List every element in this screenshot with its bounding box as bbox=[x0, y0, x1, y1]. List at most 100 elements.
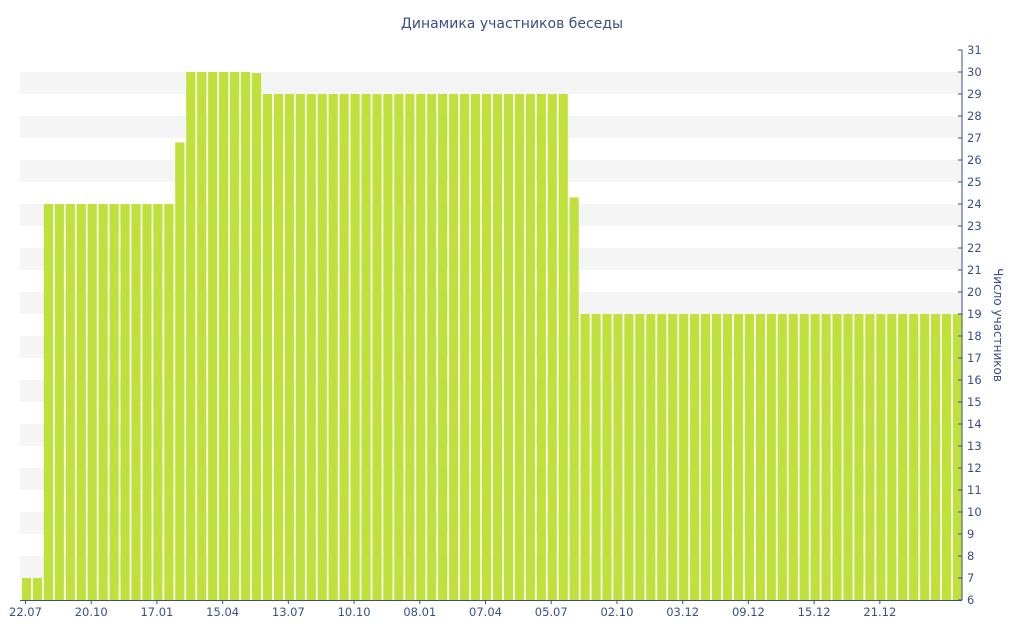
x-tick-label: 21.12 bbox=[863, 605, 896, 619]
chart-title: Динамика участников беседы bbox=[401, 16, 623, 32]
y-tick-label: 30 bbox=[967, 65, 982, 79]
x-tick-label: 17.01 bbox=[140, 605, 173, 619]
y-axis-label: Число участников bbox=[991, 268, 1005, 382]
bar bbox=[657, 314, 667, 600]
x-axis: 22.07 20.10 17.01 15.04 13.07 10.10 08.01 07.04… bbox=[9, 600, 962, 619]
y-tick-label: 18 bbox=[967, 329, 982, 343]
bar bbox=[21, 578, 32, 600]
bar bbox=[536, 94, 546, 600]
x-tick-label: 09.12 bbox=[732, 605, 765, 619]
bar bbox=[591, 314, 601, 600]
bar bbox=[580, 314, 590, 600]
bar bbox=[142, 204, 152, 600]
bar bbox=[492, 94, 503, 600]
bar bbox=[306, 94, 316, 600]
x-tick-label: 03.12 bbox=[666, 605, 699, 619]
y-tick-label: 29 bbox=[967, 87, 982, 101]
bar bbox=[810, 314, 820, 600]
bar bbox=[131, 204, 141, 600]
bar bbox=[43, 204, 53, 600]
bar bbox=[284, 94, 294, 600]
y-tick-label: 15 bbox=[967, 395, 982, 409]
bar bbox=[668, 314, 678, 600]
bar bbox=[931, 314, 941, 600]
y-tick-label: 14 bbox=[967, 417, 982, 431]
y-tick-label: 20 bbox=[967, 285, 982, 299]
bar bbox=[920, 314, 930, 600]
bar bbox=[624, 314, 634, 600]
y-tick-label: 8 bbox=[967, 549, 974, 563]
x-tick-label: 07.04 bbox=[469, 605, 502, 619]
bar bbox=[164, 204, 174, 600]
y-tick-label: 28 bbox=[967, 109, 982, 123]
y-tick-label: 16 bbox=[967, 373, 982, 387]
bar bbox=[876, 314, 886, 600]
bar bbox=[952, 314, 963, 600]
bar bbox=[372, 94, 382, 600]
grid-band bbox=[20, 72, 962, 94]
bar bbox=[832, 314, 842, 600]
bar bbox=[679, 314, 689, 600]
y-tick-label: 17 bbox=[967, 351, 982, 365]
y-tick-label: 25 bbox=[967, 175, 982, 189]
bar bbox=[646, 314, 656, 600]
y-tick-label: 19 bbox=[967, 307, 982, 321]
y-tick-label: 10 bbox=[967, 505, 982, 519]
bar bbox=[613, 314, 623, 600]
bar bbox=[569, 197, 579, 600]
bar bbox=[328, 94, 338, 600]
y-tick-label: 7 bbox=[967, 571, 974, 585]
bar bbox=[109, 204, 119, 600]
bar bbox=[470, 94, 481, 600]
y-tick-label: 24 bbox=[967, 197, 982, 211]
bar bbox=[120, 204, 130, 600]
bar bbox=[700, 314, 711, 600]
y-tick-label: 6 bbox=[967, 593, 974, 607]
bar bbox=[821, 314, 831, 600]
bar bbox=[251, 73, 262, 601]
y-tick-label: 21 bbox=[967, 263, 982, 277]
bar bbox=[361, 94, 371, 600]
x-tick-label: 13.07 bbox=[272, 605, 305, 619]
bar bbox=[197, 72, 207, 600]
bar bbox=[65, 204, 75, 600]
bar bbox=[722, 314, 733, 600]
y-tick-label: 11 bbox=[967, 483, 982, 497]
bar bbox=[405, 94, 415, 600]
bar bbox=[240, 72, 251, 600]
bar bbox=[799, 314, 809, 600]
x-tick-label: 15.04 bbox=[206, 605, 239, 619]
bar bbox=[777, 314, 787, 600]
bar bbox=[755, 314, 765, 600]
y-tick-label: 12 bbox=[967, 461, 982, 475]
bar bbox=[854, 314, 864, 600]
bar bbox=[887, 314, 897, 600]
bar bbox=[744, 314, 755, 600]
bar bbox=[32, 578, 43, 600]
bar bbox=[219, 72, 229, 600]
bar bbox=[602, 314, 612, 600]
bar bbox=[427, 94, 437, 600]
bar bbox=[295, 94, 305, 600]
bar bbox=[909, 314, 919, 600]
bar bbox=[558, 94, 568, 600]
bar bbox=[547, 94, 557, 600]
bar bbox=[503, 94, 514, 600]
bar bbox=[733, 314, 744, 600]
bar bbox=[350, 94, 360, 600]
bar bbox=[690, 314, 700, 600]
bar bbox=[339, 94, 349, 600]
bar bbox=[394, 94, 404, 600]
bar bbox=[98, 204, 108, 600]
bar bbox=[153, 204, 163, 600]
x-tick-label: 08.01 bbox=[403, 605, 436, 619]
bar bbox=[54, 204, 64, 600]
x-tick-label: 05.07 bbox=[535, 605, 568, 619]
bar bbox=[788, 314, 798, 600]
bar bbox=[273, 94, 284, 600]
bar bbox=[87, 204, 97, 600]
bar bbox=[262, 94, 273, 600]
bar bbox=[76, 204, 86, 600]
y-tick-label: 27 bbox=[967, 131, 982, 145]
bar bbox=[186, 72, 196, 600]
